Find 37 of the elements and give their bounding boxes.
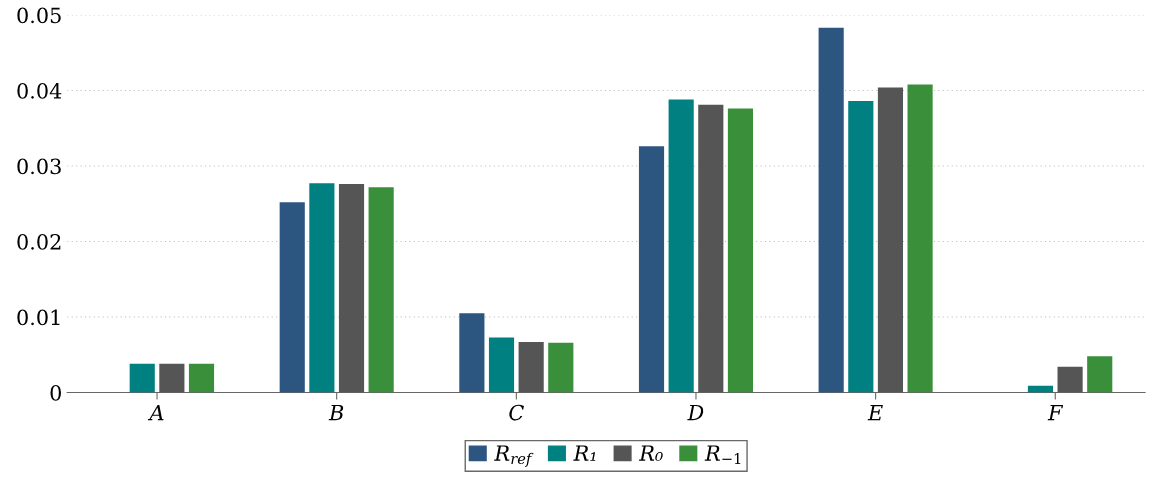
bar	[159, 363, 185, 393]
bar	[698, 104, 724, 393]
bar	[279, 202, 305, 393]
legend-label: R$_{−1}$	[704, 445, 741, 464]
bar	[1087, 356, 1113, 393]
x-tick-label: B	[328, 404, 344, 421]
x-tick-label: C	[509, 404, 524, 421]
y-tick-label: 0.03	[17, 158, 61, 175]
bar	[129, 363, 155, 393]
bar	[368, 187, 394, 393]
bar	[488, 337, 515, 393]
bar	[818, 27, 844, 393]
y-tick-label: 0	[50, 384, 61, 401]
legend-label: R₁	[573, 445, 596, 461]
x-tick-label: D	[687, 404, 704, 421]
legend-label: R$_{ref}$	[494, 445, 534, 467]
bar	[188, 363, 215, 393]
y-tick-label: 0.02	[17, 233, 61, 250]
bar	[338, 184, 365, 393]
bar	[638, 146, 665, 393]
bar	[459, 313, 485, 393]
bar	[848, 101, 874, 393]
bar	[668, 99, 694, 393]
bar	[548, 342, 574, 393]
y-tick-label: 0.04	[17, 82, 62, 99]
bar	[727, 108, 754, 393]
bar	[309, 183, 335, 393]
bar	[907, 84, 933, 393]
bar	[518, 341, 544, 393]
bar	[1057, 366, 1083, 393]
y-tick-label: 0.05	[17, 7, 61, 24]
x-tick-label: E	[867, 404, 883, 421]
y-tick-label: 0.01	[17, 309, 60, 326]
bar	[877, 87, 904, 393]
x-tick-label: A	[147, 404, 164, 421]
legend-label: R₀	[638, 445, 663, 461]
x-tick-label: F	[1047, 404, 1064, 421]
